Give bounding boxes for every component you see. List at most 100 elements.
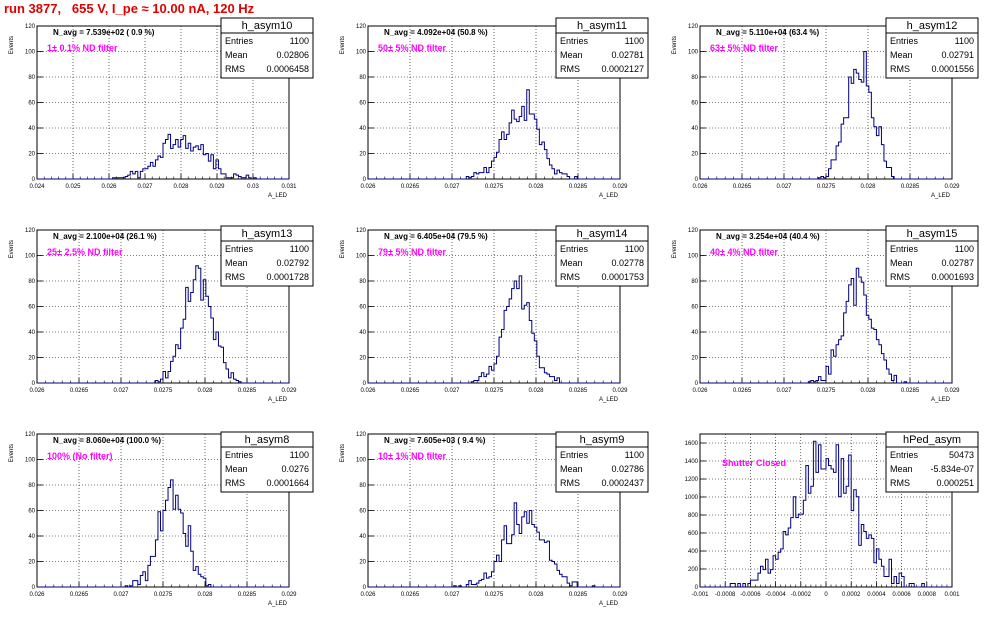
stats-title: h_asym15 [907, 228, 958, 240]
navg-label: N_avg = 7.605e+03 ( 9.4 %) [384, 436, 486, 445]
x-tick-label: 0.029 [612, 592, 628, 598]
stats-box: h_asym15 Entries 1100 Mean 0.02787 RMS 0.00016… [885, 225, 979, 287]
y-tick-label: 80 [359, 75, 366, 81]
stats-label-mean: Mean [560, 258, 583, 268]
stats-box-frame [220, 225, 314, 287]
x-tick-label: 0.0265 [733, 388, 752, 394]
stats-value-entries: 1100 [625, 244, 644, 254]
stats-label-mean: Mean [890, 464, 913, 474]
filter-label: 50± 5% ND filter [378, 43, 446, 53]
stats-value-mean: 0.02806 [276, 50, 309, 60]
x-tick-label: 0.029 [209, 184, 225, 190]
y-tick-label: 60 [359, 101, 366, 107]
stats-box: h_asym11 Entries 1100 Mean 0.02781 RMS 0.00021… [555, 17, 649, 79]
stats-value-rms: 0.0001664 [266, 478, 309, 488]
stats-value-entries: 1100 [290, 244, 309, 254]
histogram-panel-h_asym14: 0.026 0.0265 0.027 0.0275 0.028 0.0285 0.029 0 2… [340, 225, 649, 403]
y-tick-label: 100 [25, 458, 36, 464]
histogram-panel-h_asym13: 0.026 0.0265 0.027 0.0275 0.028 0.0285 0.029 0 2… [9, 225, 314, 403]
x-tick-label: 0.028 [173, 184, 189, 190]
stats-label-rms: RMS [890, 272, 910, 282]
stats-box-frame [555, 17, 649, 79]
x-tick-label: 0.026 [692, 388, 708, 394]
stats-value-entries: 1100 [955, 36, 974, 46]
stats-value-rms: 0.0002437 [601, 478, 644, 488]
y-tick-label: 200 [688, 567, 699, 573]
x-tick-label: 0.0285 [569, 388, 588, 394]
navg-label: N_avg = 8.060e+04 (100.0 %) [53, 436, 161, 445]
histogram-line [37, 265, 289, 384]
x-tick-label: 0.0285 [901, 388, 920, 394]
stats-value-mean: 0.02778 [611, 258, 644, 268]
filter-label: 63± 5% ND filter [710, 43, 778, 53]
y-tick-label: 100 [356, 458, 367, 464]
stats-label-mean: Mean [890, 50, 913, 60]
stats-label-entries: Entries [225, 450, 254, 460]
x-tick-label: 0.027 [444, 592, 460, 598]
x-tick-label: 0.0265 [70, 592, 89, 598]
y-tick-label: 120 [356, 432, 367, 438]
y-axis-label: Events [340, 240, 346, 258]
filter-label: 1± 0.1% ND filter [47, 43, 118, 53]
x-tick-label: 0.031 [281, 184, 297, 190]
y-tick-label: 60 [359, 509, 366, 515]
y-tick-label: 80 [691, 279, 698, 285]
x-axis-label: A_LED [599, 601, 619, 607]
stats-box-frame [885, 17, 979, 79]
histogram-line [700, 440, 952, 588]
stats-value-mean: 0.02791 [941, 50, 974, 60]
stats-box-frame [220, 431, 314, 493]
histogram-panel-h_asym11: 0.026 0.0265 0.027 0.0275 0.028 0.0285 0.029 0 2… [340, 17, 649, 199]
y-tick-label: 0 [363, 177, 367, 183]
stats-label-mean: Mean [225, 50, 248, 60]
histogram-line [368, 89, 620, 180]
y-tick-label: 80 [28, 483, 35, 489]
histogram-line [368, 275, 620, 384]
histogram-panel-h_asym9: 0.026 0.0265 0.027 0.0275 0.028 0.0285 0.029 0 2… [340, 431, 649, 607]
y-tick-label: 40 [359, 330, 366, 336]
y-axis-label: Events [672, 240, 678, 258]
stats-title: h_asym9 [580, 434, 625, 446]
stats-box: h_asym12 Entries 1100 Mean 0.02791 RMS 0.00015… [885, 17, 979, 79]
stats-label-mean: Mean [560, 50, 583, 60]
stats-value-rms: 0.0001693 [931, 272, 974, 282]
stats-label-rms: RMS [890, 478, 910, 488]
y-tick-label: 60 [28, 305, 35, 311]
x-tick-label: 0.029 [281, 388, 297, 394]
stats-box: h_asym13 Entries 1100 Mean 0.02792 RMS 0.00017… [220, 225, 314, 287]
y-tick-label: 60 [691, 305, 698, 311]
y-tick-label: 120 [356, 228, 367, 234]
x-tick-label: 0.029 [612, 388, 628, 394]
x-tick-label: 0.0008 [918, 592, 937, 598]
y-tick-label: 40 [28, 534, 35, 540]
y-axis-label: Events [9, 36, 15, 54]
x-tick-label: 0.0275 [154, 592, 173, 598]
navg-label: N_avg = 2.100e+04 (26.1 %) [53, 232, 157, 241]
stats-label-entries: Entries [890, 450, 919, 460]
x-tick-label: 0.027 [776, 388, 792, 394]
y-tick-label: 0 [363, 585, 367, 591]
y-tick-label: 120 [688, 228, 699, 234]
stats-title: h_asym10 [242, 20, 293, 32]
y-tick-label: 20 [359, 560, 366, 566]
stats-value-mean: 0.02786 [611, 464, 644, 474]
x-tick-label: -0.0002 [791, 592, 812, 598]
x-tick-label: 0.028 [860, 388, 876, 394]
stats-label-rms: RMS [890, 64, 910, 74]
y-tick-label: 100 [356, 254, 367, 260]
x-tick-label: -0.0006 [740, 592, 761, 598]
y-tick-label: 60 [28, 101, 35, 107]
stats-value-entries: 1100 [955, 244, 974, 254]
x-tick-label: 0.029 [612, 184, 628, 190]
y-tick-label: 60 [28, 509, 35, 515]
y-tick-label: 0 [695, 585, 699, 591]
stats-box: h_asym10 Entries 1100 Mean 0.02806 RMS 0.00064… [220, 17, 314, 79]
y-tick-label: 40 [691, 126, 698, 132]
stats-label-mean: Mean [560, 464, 583, 474]
y-tick-label: 1200 [685, 477, 699, 483]
x-tick-label: 0.026 [101, 184, 117, 190]
x-tick-label: 0.026 [360, 388, 376, 394]
x-tick-label: 0.0004 [867, 592, 886, 598]
y-tick-label: 100 [688, 50, 699, 56]
